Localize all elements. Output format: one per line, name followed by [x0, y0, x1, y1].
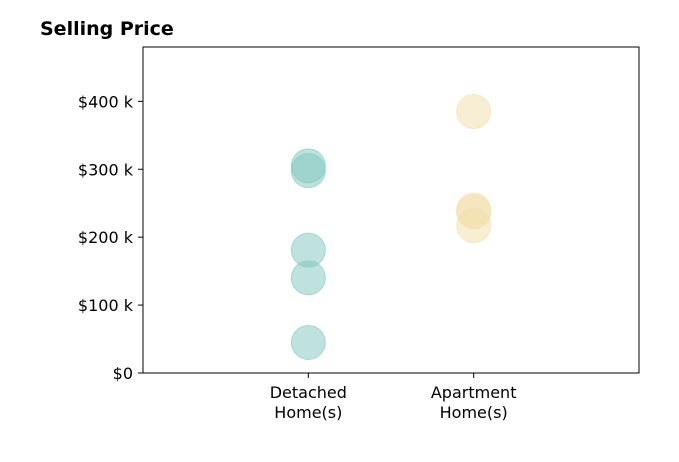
x-tick-label: Detached — [270, 383, 347, 402]
y-tick-label: $100 k — [78, 296, 134, 315]
y-axis: $0 $100 k $200 k $300 k $400 k — [78, 92, 143, 383]
chart-title: Selling Price — [40, 18, 174, 40]
scatter-point — [456, 94, 492, 130]
y-tick-label: $400 k — [78, 92, 134, 111]
y-tick-label: $200 k — [78, 228, 134, 247]
scatter-point — [290, 148, 326, 184]
plot-area — [290, 94, 492, 360]
scatter-point — [290, 232, 326, 268]
y-tick-label: $0 — [113, 364, 133, 383]
scatter-point — [290, 324, 326, 360]
x-tick-label: Home(s) — [440, 403, 508, 422]
y-tick-label: $300 k — [78, 160, 134, 179]
scatter-point — [456, 192, 492, 228]
x-tick-label: Home(s) — [274, 403, 342, 422]
plot-frame — [142, 46, 640, 374]
x-tick-label: Apartment — [431, 383, 517, 402]
